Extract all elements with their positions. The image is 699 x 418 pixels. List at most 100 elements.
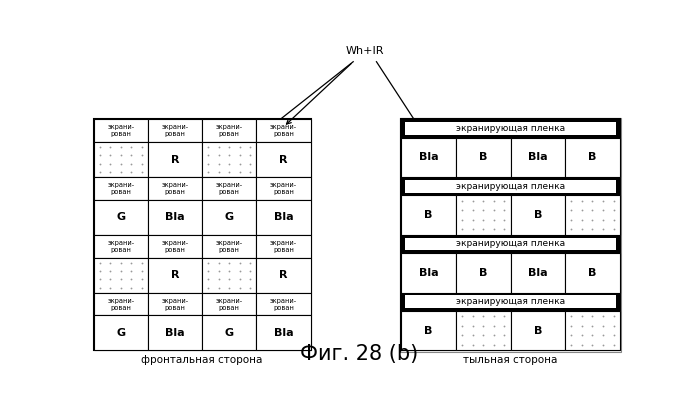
Text: экрани-
рован: экрани- рован xyxy=(161,124,189,137)
Text: Bla: Bla xyxy=(528,152,547,162)
Bar xyxy=(405,238,616,250)
Bar xyxy=(565,253,620,293)
Text: B: B xyxy=(424,326,433,336)
Bar xyxy=(401,311,456,350)
Bar xyxy=(401,235,620,253)
Text: R: R xyxy=(171,270,179,280)
Text: G: G xyxy=(116,212,125,222)
Bar xyxy=(456,138,510,177)
Bar xyxy=(401,195,456,235)
Text: экрани-
рован: экрани- рован xyxy=(215,240,243,253)
Text: экрани-
рован: экрани- рован xyxy=(270,298,297,311)
Text: Bla: Bla xyxy=(165,328,185,338)
Text: B: B xyxy=(424,210,433,220)
Bar xyxy=(147,177,202,200)
Text: Bla: Bla xyxy=(419,268,438,278)
Text: экрани-
рован: экрани- рован xyxy=(270,182,297,195)
Bar xyxy=(401,293,620,311)
Text: B: B xyxy=(533,326,542,336)
Bar xyxy=(400,118,621,352)
Bar xyxy=(202,200,257,235)
Bar xyxy=(147,293,202,315)
Text: экранирующая пленка: экранирующая пленка xyxy=(456,182,565,191)
Text: Wh+IR: Wh+IR xyxy=(345,46,384,56)
Bar xyxy=(147,142,202,177)
Bar xyxy=(202,293,257,315)
Bar xyxy=(456,253,510,293)
Text: B: B xyxy=(479,152,487,162)
Bar xyxy=(202,120,257,142)
Bar xyxy=(147,315,202,350)
Text: R: R xyxy=(279,155,288,165)
Bar xyxy=(94,142,147,177)
Bar xyxy=(565,311,620,350)
Text: B: B xyxy=(589,152,597,162)
Text: экранирующая пленка: экранирующая пленка xyxy=(456,124,565,133)
Bar xyxy=(510,195,565,235)
Bar xyxy=(257,315,310,350)
Text: экрани-
рован: экрани- рован xyxy=(215,124,243,137)
Bar xyxy=(401,120,620,138)
Bar xyxy=(401,177,620,195)
Text: экрани-
рован: экрани- рован xyxy=(107,298,134,311)
Text: Bla: Bla xyxy=(528,268,547,278)
Bar xyxy=(405,122,616,135)
Bar xyxy=(257,293,310,315)
Text: экранирующая пленка: экранирующая пленка xyxy=(456,240,565,248)
Bar xyxy=(202,142,257,177)
Text: экрани-
рован: экрани- рован xyxy=(161,240,189,253)
Text: Bla: Bla xyxy=(419,152,438,162)
Bar xyxy=(94,177,147,200)
Bar xyxy=(257,257,310,293)
Bar xyxy=(405,296,616,308)
Bar xyxy=(401,120,620,350)
Text: экрани-
рован: экрани- рован xyxy=(161,298,189,311)
Text: B: B xyxy=(589,268,597,278)
Bar xyxy=(94,257,147,293)
Bar xyxy=(257,120,310,142)
Text: экранирующая пленка: экранирующая пленка xyxy=(456,297,565,306)
Bar xyxy=(257,142,310,177)
Bar xyxy=(202,235,257,257)
Text: R: R xyxy=(171,155,179,165)
Bar xyxy=(456,195,510,235)
Bar xyxy=(94,235,147,257)
Text: G: G xyxy=(224,212,233,222)
Bar xyxy=(401,253,456,293)
Text: Bla: Bla xyxy=(165,212,185,222)
Bar xyxy=(202,177,257,200)
Text: экрани-
рован: экрани- рован xyxy=(107,240,134,253)
Bar xyxy=(202,257,257,293)
Text: экрани-
рован: экрани- рован xyxy=(215,182,243,195)
Text: экрани-
рован: экрани- рован xyxy=(161,182,189,195)
Text: экрани-
рован: экрани- рован xyxy=(107,182,134,195)
Bar xyxy=(565,138,620,177)
Text: Фиг. 28 (b): Фиг. 28 (b) xyxy=(299,344,418,364)
Bar xyxy=(94,120,147,142)
Text: тыльная сторона: тыльная сторона xyxy=(463,355,558,365)
Bar xyxy=(405,180,616,193)
Text: B: B xyxy=(533,210,542,220)
Text: экрани-
рован: экрани- рован xyxy=(107,124,134,137)
Bar xyxy=(510,138,565,177)
Text: G: G xyxy=(224,328,233,338)
Text: Bla: Bla xyxy=(273,212,294,222)
Bar xyxy=(401,138,456,177)
Text: B: B xyxy=(479,268,487,278)
Bar xyxy=(456,311,510,350)
Bar xyxy=(257,235,310,257)
Bar xyxy=(510,311,565,350)
Bar xyxy=(94,315,147,350)
Bar xyxy=(257,200,310,235)
Text: экрани-
рован: экрани- рован xyxy=(270,240,297,253)
Bar xyxy=(257,177,310,200)
Bar xyxy=(565,195,620,235)
Bar xyxy=(147,257,202,293)
Bar xyxy=(94,120,310,350)
Text: Bla: Bla xyxy=(273,328,294,338)
Text: экрани-
рован: экрани- рован xyxy=(270,124,297,137)
Bar xyxy=(202,315,257,350)
Text: фронтальная сторона: фронтальная сторона xyxy=(141,355,263,365)
Bar xyxy=(147,235,202,257)
Bar xyxy=(94,200,147,235)
